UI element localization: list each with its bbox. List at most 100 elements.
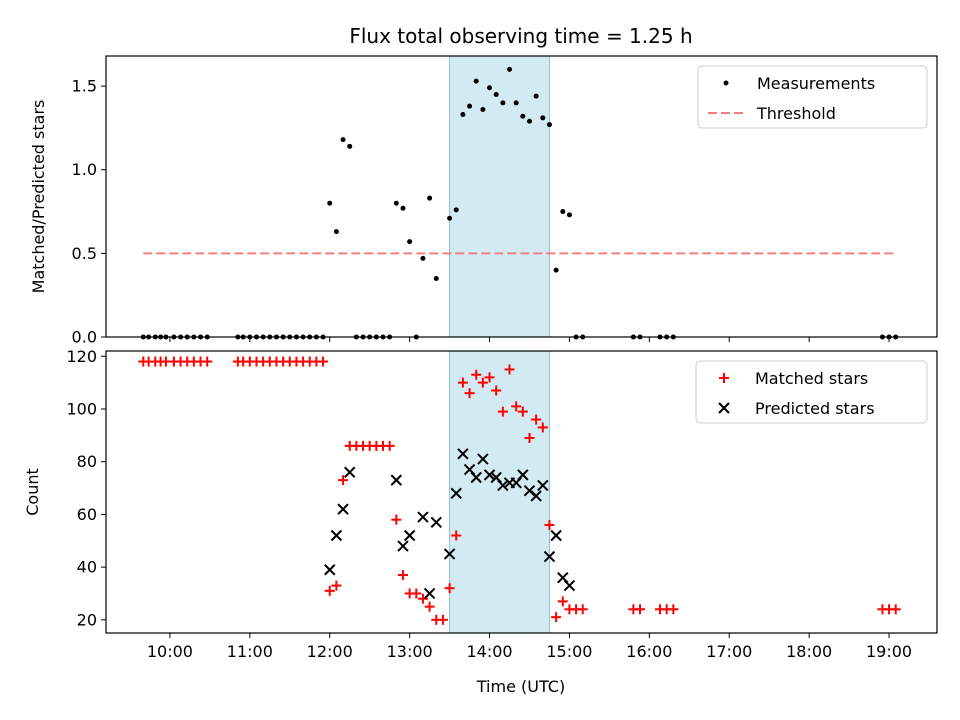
x-tick-label: 15:00	[546, 642, 592, 661]
data-point	[477, 453, 489, 465]
data-point	[338, 475, 349, 486]
legend-handle	[719, 373, 729, 383]
data-point	[331, 580, 342, 591]
data-point	[473, 78, 479, 84]
data-point	[513, 100, 519, 106]
data-point	[668, 604, 679, 615]
data-point	[635, 604, 646, 615]
data-point	[471, 369, 482, 380]
data-point	[411, 588, 422, 599]
data-point	[497, 479, 509, 492]
data-point	[507, 66, 513, 72]
y-tick-label: 100	[66, 399, 97, 418]
data-point	[530, 490, 542, 502]
legend-label: Measurements	[757, 74, 875, 93]
data-point	[423, 587, 436, 600]
data-point	[397, 570, 408, 581]
data-point	[407, 239, 413, 245]
legend-label: Predicted stars	[755, 399, 875, 418]
data-point	[437, 614, 448, 625]
x-axis-label: Time (UTC)	[476, 677, 565, 696]
y-axis-label: Count	[23, 468, 42, 516]
y-tick-label: 80	[77, 452, 97, 471]
bottom-panel: 20 40 60 80 100 120 10:00 11:00 12:00 13:00 14:00 1…	[23, 347, 938, 661]
data-point	[566, 212, 572, 218]
legend-entry: Predicted stars	[718, 399, 875, 418]
data-point	[563, 579, 576, 592]
y-tick-label: 1.0	[72, 160, 97, 179]
data-point	[487, 85, 493, 91]
data-point	[424, 601, 435, 612]
data-point	[540, 115, 546, 121]
data-point	[493, 91, 499, 97]
data-point	[497, 406, 508, 417]
data-point	[390, 474, 403, 486]
data-point	[333, 229, 339, 235]
data-point	[443, 548, 456, 560]
data-point	[890, 604, 901, 615]
series-matched-stars	[138, 356, 901, 625]
data-point	[550, 529, 562, 542]
x-tick-label: 10:00	[147, 642, 193, 661]
data-point	[427, 195, 433, 201]
x-tick-label: 11:00	[227, 642, 273, 661]
x-tick-label: 12:00	[307, 642, 353, 661]
data-point	[524, 432, 535, 443]
data-point	[324, 564, 336, 576]
top-panel: 0.0 0.5 1.0 1.5 Matched/Predicted stars Measu…	[29, 55, 938, 347]
legend-label: Matched stars	[755, 369, 868, 388]
data-point	[484, 372, 495, 383]
data-point	[533, 93, 539, 99]
chart-title: Flux total observing time = 1.25 h	[349, 24, 692, 48]
series-measurements	[140, 66, 899, 340]
plot-frame	[105, 350, 938, 634]
series-predicted-stars	[324, 448, 576, 600]
legend-box	[697, 65, 928, 129]
y-tick-label: 120	[66, 347, 97, 366]
data-point	[417, 593, 428, 604]
data-point	[531, 414, 542, 425]
legend-box	[695, 360, 928, 424]
data-point	[517, 469, 529, 481]
y-tick-label: 40	[77, 558, 97, 577]
data-point	[420, 255, 426, 261]
data-point	[467, 103, 473, 109]
y-tick-label: 0.0	[72, 328, 97, 347]
legend-handle	[718, 402, 730, 414]
legend-entry: Measurements	[723, 74, 875, 93]
data-point	[324, 585, 335, 596]
data-point	[537, 479, 549, 492]
y-tick-label: 60	[77, 505, 97, 524]
data-point	[477, 377, 488, 388]
legend-entry: Threshold	[708, 104, 836, 123]
data-point	[457, 377, 468, 388]
data-point	[520, 113, 526, 119]
x-tick-label: 14:00	[466, 642, 512, 661]
data-point	[543, 550, 556, 563]
data-point	[453, 207, 459, 213]
data-point	[511, 401, 522, 412]
legend: Matched stars Predicted stars	[695, 360, 928, 424]
data-point	[577, 604, 588, 615]
data-point	[450, 487, 462, 500]
data-point	[553, 267, 559, 273]
legend-entry: Matched stars	[719, 369, 868, 388]
data-point	[483, 469, 496, 481]
data-point	[517, 406, 528, 417]
data-point	[340, 137, 346, 143]
y-axis-label: Matched/Predicted stars	[29, 100, 48, 294]
data-point	[500, 100, 506, 106]
plot-frame	[105, 55, 938, 338]
data-point	[470, 471, 482, 484]
data-point	[403, 529, 416, 542]
data-point	[464, 388, 475, 399]
y-tick-label: 0.5	[72, 244, 97, 263]
data-point	[537, 422, 548, 433]
data-point	[444, 583, 455, 594]
data-point	[546, 122, 552, 128]
data-point	[391, 514, 402, 525]
data-point	[318, 356, 329, 367]
data-point	[347, 143, 353, 149]
data-point	[430, 516, 442, 529]
